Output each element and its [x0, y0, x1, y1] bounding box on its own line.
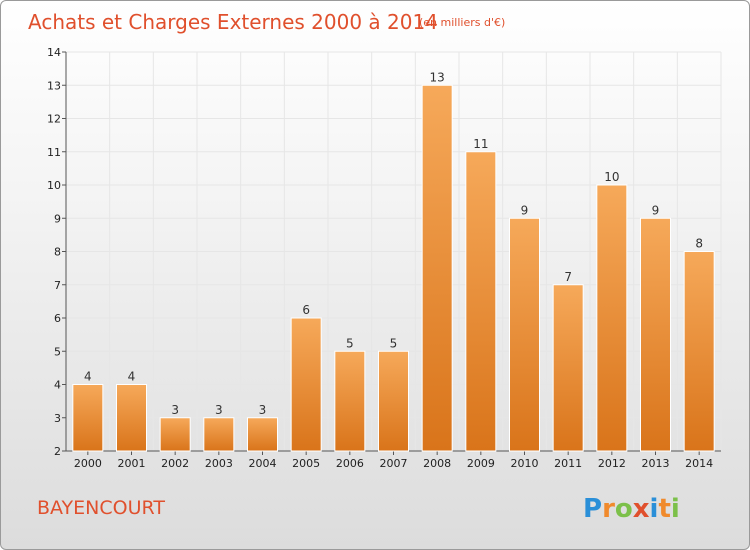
logo-letter: r: [602, 494, 615, 524]
data-label: 10: [604, 170, 619, 184]
bar: [116, 384, 147, 452]
data-label: 7: [564, 270, 572, 284]
x-tick-label: 2001: [118, 457, 146, 470]
data-label: 4: [84, 370, 92, 384]
x-tick-label: 2011: [554, 457, 582, 470]
x-tick-label: 2009: [467, 457, 495, 470]
bar: [247, 417, 278, 452]
x-tick-label: 2005: [292, 457, 320, 470]
bar: [378, 350, 409, 452]
chart-title: Achats et Charges Externes 2000 à 2014: [28, 10, 438, 34]
x-tick-label: 2002: [161, 457, 189, 470]
bars: [72, 84, 715, 452]
bar: [509, 217, 540, 452]
y-tick-label: 4: [54, 379, 61, 392]
bar: [203, 417, 235, 452]
logo-letter: i: [671, 494, 680, 524]
bar: [334, 350, 366, 452]
chart-unit: (en milliers d'€): [419, 16, 505, 29]
commune-name: BAYENCOURT: [37, 497, 165, 519]
bar: [465, 151, 497, 452]
y-tick-label: 11: [47, 146, 61, 159]
y-tick-label: 2: [54, 445, 61, 458]
logo-letter: i: [650, 494, 659, 524]
x-tick-label: 2010: [511, 457, 539, 470]
y-tick-label: 5: [54, 345, 61, 358]
data-label: 9: [652, 203, 660, 217]
y-tick-label: 6: [54, 312, 61, 325]
bar: [596, 184, 628, 452]
logo-letter: x: [633, 494, 650, 524]
bar: [552, 284, 584, 452]
x-tick-label: 2003: [205, 457, 233, 470]
y-tick-label: 3: [54, 412, 61, 425]
bar: [421, 84, 453, 452]
bar: [683, 251, 715, 452]
x-tick-label: 2004: [249, 457, 277, 470]
y-tick-label: 7: [54, 279, 61, 292]
x-tick-label: 2006: [336, 457, 364, 470]
y-tick-label: 9: [54, 212, 61, 225]
data-label: 8: [695, 237, 703, 251]
x-tick-label: 2014: [685, 457, 713, 470]
proxiti-logo: Proxiti: [583, 494, 680, 524]
data-label: 3: [215, 403, 223, 417]
x-tick-label: 2007: [380, 457, 408, 470]
logo-letter: t: [658, 494, 670, 524]
x-tick-label: 2012: [598, 457, 626, 470]
data-label: 3: [259, 403, 267, 417]
tick-labels: 2 3 4 5 6 7 8 9 10 11 12 13 14 2000 2001 2002 2003 2004 20…: [47, 46, 713, 470]
logo-letter: P: [583, 494, 602, 524]
data-label: 4: [128, 370, 136, 384]
data-labels: 4 4 3 3 3 6 5 5 13 11 9 7 10 9 8: [84, 70, 703, 417]
data-label: 5: [390, 336, 398, 350]
data-label: 9: [521, 203, 529, 217]
data-label: 3: [171, 403, 179, 417]
data-label: 5: [346, 336, 354, 350]
bar: [640, 217, 671, 452]
x-tick-label: 2013: [642, 457, 670, 470]
y-tick-label: 10: [47, 179, 61, 192]
y-tick-label: 8: [54, 246, 61, 259]
y-tick-label: 13: [47, 79, 61, 92]
y-tick-label: 14: [47, 46, 61, 59]
data-label: 13: [430, 70, 445, 84]
bar: [159, 417, 191, 452]
bar: [72, 384, 104, 452]
data-label: 11: [473, 137, 488, 151]
x-tick-label: 2000: [74, 457, 102, 470]
data-label: 6: [302, 303, 310, 317]
bar: [290, 317, 322, 452]
logo-letter: o: [615, 494, 633, 524]
y-tick-label: 12: [47, 113, 61, 126]
x-tick-label: 2008: [423, 457, 451, 470]
